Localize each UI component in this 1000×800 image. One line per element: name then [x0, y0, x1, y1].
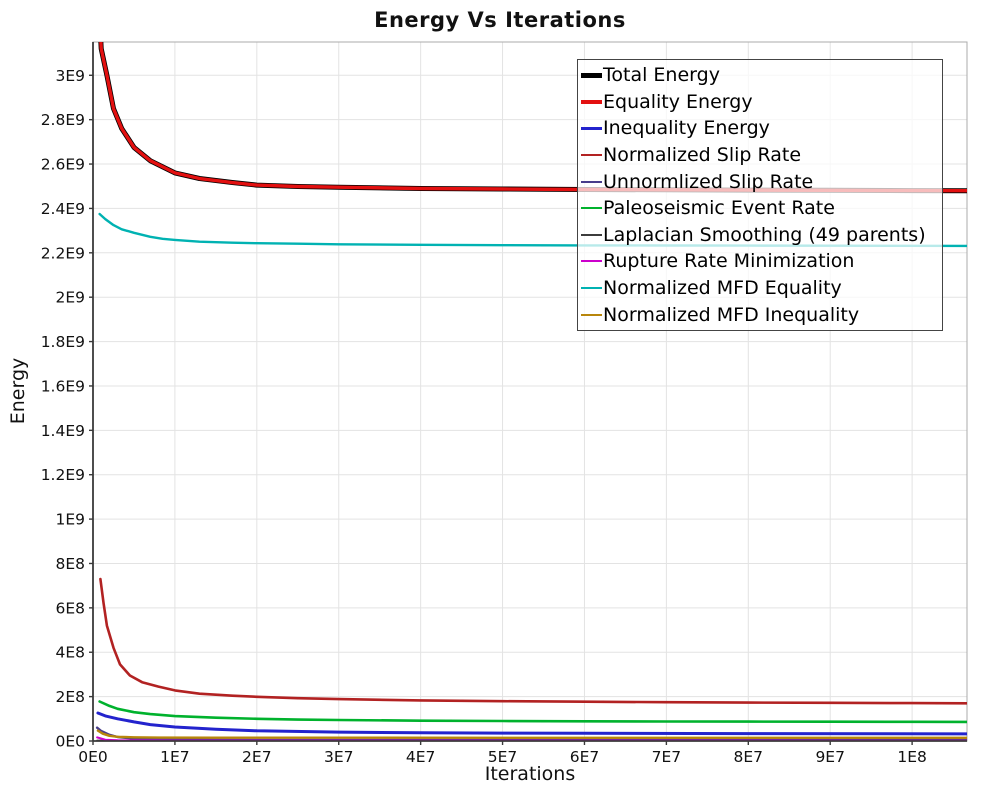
series-line [96, 711, 967, 736]
legend-item: Rupture Rate Minimization [581, 248, 942, 274]
y-tick-label: 1.6E9 [41, 377, 85, 395]
x-tick-label: 2E7 [242, 748, 272, 766]
x-tick-label: 1E8 [897, 748, 927, 766]
legend-item-label: Total Energy [603, 64, 720, 87]
series-line [99, 577, 967, 705]
legend-swatch-line [581, 72, 602, 78]
legend-item: Paleoseismic Event Rate [581, 195, 942, 221]
legend-swatch-line [581, 260, 602, 263]
legend-swatch-line [581, 313, 602, 316]
y-tick-label: 2.4E9 [41, 200, 85, 218]
x-tick-label: 1E7 [160, 748, 190, 766]
chart-legend: Total Energy Equality Energy Inequality En… [577, 59, 943, 331]
series-line [98, 700, 967, 724]
y-tick-label: 2.6E9 [41, 156, 85, 174]
legend-item-label: Unnormlized Slip Rate [603, 170, 814, 193]
x-tick-label: 9E7 [815, 748, 845, 766]
legend-item-label: Normalized MFD Inequality [603, 303, 860, 326]
legend-swatch-line [581, 126, 602, 130]
legend-swatch-line [581, 99, 602, 104]
y-tick-label: 1.4E9 [41, 422, 85, 440]
legend-item: Unnormlized Slip Rate [581, 169, 942, 195]
legend-swatch-line [581, 207, 602, 210]
y-tick-label: 1.2E9 [41, 466, 85, 484]
axes [92, 42, 967, 742]
x-tick-label: 3E7 [324, 748, 354, 766]
y-tick-label: 2.8E9 [41, 111, 85, 129]
legend-swatch-line [581, 154, 602, 157]
legend-item-label: Equality Energy [603, 90, 753, 113]
x-tick-label: 6E7 [570, 748, 600, 766]
y-tick-label: 2.2E9 [41, 244, 85, 262]
legend-item-label: Normalized MFD Equality [603, 277, 842, 300]
legend-item-label: Inequality Energy [603, 117, 770, 140]
series-line [96, 729, 967, 739]
legend-swatch-line [581, 233, 602, 236]
legend-item: Total Energy [581, 62, 942, 88]
y-tick-label: 2E8 [55, 688, 85, 706]
legend-item-label: Rupture Rate Minimization [603, 250, 855, 273]
legend-swatch-line [581, 180, 602, 183]
legend-item-label: Normalized Slip Rate [603, 144, 802, 167]
x-tick-label: 5E7 [488, 748, 518, 766]
x-tick-label: 4E7 [406, 748, 436, 766]
tick-labels: 0E0 2E8 4E8 6E8 8E8 1E9 1.2E9 1.4E9 1.6E9 1.8E9 2E… [41, 67, 927, 766]
legend-item: Normalized MFD Equality [581, 275, 942, 301]
legend-item: Inequality Energy [581, 115, 942, 141]
legend-item-label: Paleoseismic Event Rate [603, 197, 835, 220]
legend-item: Normalized MFD Inequality [581, 302, 942, 328]
y-tick-label: 0E0 [55, 733, 85, 751]
y-tick-label: 1E9 [55, 511, 85, 529]
x-tick-label: 0E0 [78, 748, 108, 766]
legend-swatch-line [581, 287, 602, 290]
legend-item-label: Laplacian Smoothing (49 parents) [603, 223, 926, 246]
chart-title: Energy Vs Iterations [374, 8, 626, 32]
y-tick-label: 4E8 [55, 644, 85, 662]
y-tick-label: 3E9 [55, 67, 85, 85]
y-axis-label: Energy [7, 357, 29, 425]
x-tick-label: 8E7 [734, 748, 764, 766]
x-axis-label: Iterations [484, 763, 576, 785]
x-tick-label: 7E7 [652, 748, 682, 766]
legend-item: Laplacian Smoothing (49 parents) [581, 222, 942, 248]
legend-item: Normalized Slip Rate [581, 142, 942, 168]
y-tick-label: 6E8 [55, 599, 85, 617]
y-tick-label: 8E8 [55, 555, 85, 573]
legend-item: Equality Energy [581, 89, 942, 115]
y-tick-label: 2E9 [55, 289, 85, 307]
y-tick-label: 1.8E9 [41, 333, 85, 351]
